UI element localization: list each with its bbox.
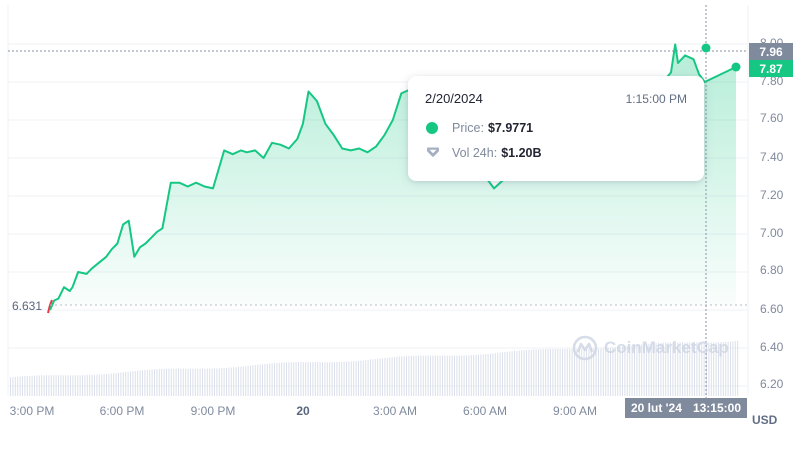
y-tick-label: 6.60 — [760, 302, 784, 316]
x-tick-label: 6:00 AM — [462, 404, 508, 418]
tooltip-volume-label: Vol 24h: — [452, 146, 498, 160]
tooltip-price-value: $7.9771 — [487, 121, 534, 135]
coinmarketcap-watermark: CoinMarketCap — [572, 335, 729, 361]
x-tick-label: 3:00 AM — [372, 404, 418, 418]
tooltip-date: 2/20/2024 — [425, 91, 483, 106]
watermark-text: CoinMarketCap — [604, 338, 729, 357]
y-tick-label: 7.80 — [760, 74, 784, 88]
y-tick-label: 7.20 — [760, 188, 784, 202]
x-tick-label: 3:00 PM — [9, 404, 55, 418]
y-tick-label: 7.40 — [760, 150, 784, 164]
coinmarketcap-logo-icon — [572, 335, 598, 361]
currency-label: USD — [752, 413, 778, 427]
y-tick-label: 7.60 — [760, 111, 784, 125]
y-tick-label: 6.20 — [760, 377, 784, 391]
tooltip-time: 1:15:00 PM — [625, 92, 687, 106]
current-price-marker — [731, 62, 741, 72]
crosshair-date-badge: 20 lut '24 13:15:00 — [625, 398, 747, 418]
x-tick-label: 9:00 AM — [552, 404, 598, 418]
tooltip-volume-row: Vol 24h: $1.20B — [426, 146, 542, 160]
tooltip-price-row: Price: $7.9771 — [426, 121, 533, 135]
crosshair-date: 20 lut '24 — [631, 401, 682, 415]
tooltip-volume-value: $1.20B — [501, 146, 542, 160]
x-tick-label: 6:00 PM — [99, 404, 145, 418]
y-tick-label: 7.00 — [760, 226, 784, 240]
y-tick-label: 6.40 — [760, 340, 784, 354]
crosshair-time: 13:15:00 — [692, 401, 741, 415]
price-area-fill — [50, 44, 736, 311]
x-tick-label: 9:00 PM — [190, 404, 236, 418]
open-price-label: 6.631 — [12, 299, 43, 313]
tooltip-price-label: Price: — [452, 121, 484, 135]
hover-price-badge: 7.96 — [749, 43, 793, 60]
hover-point-marker — [701, 43, 711, 53]
volume-shield-icon — [426, 147, 440, 159]
volume-bars — [10, 340, 739, 396]
current-price-badge: 7.87 — [749, 60, 793, 77]
chart-tooltip: 2/20/2024 1:15:00 PM Price: $7.9771 Vol … — [408, 76, 704, 181]
x-tick-label: 20 — [296, 404, 310, 418]
price-dot-icon — [426, 122, 438, 134]
y-tick-label: 6.80 — [760, 263, 784, 277]
